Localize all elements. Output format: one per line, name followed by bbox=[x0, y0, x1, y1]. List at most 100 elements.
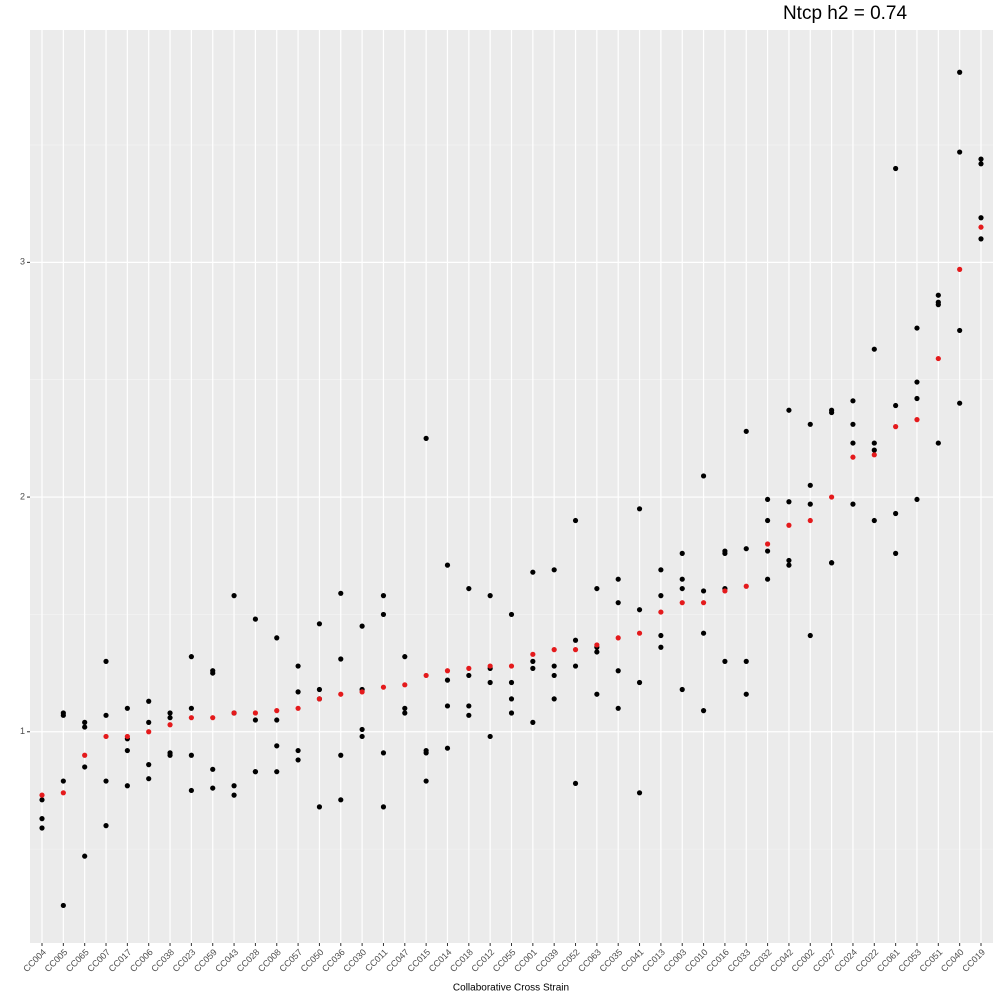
point bbox=[60, 902, 66, 909]
point bbox=[871, 517, 877, 524]
mean-point bbox=[530, 651, 536, 657]
point bbox=[743, 691, 749, 697]
point bbox=[444, 703, 451, 709]
mean-point bbox=[594, 642, 600, 648]
point bbox=[402, 710, 408, 716]
point bbox=[82, 719, 88, 725]
point bbox=[594, 585, 600, 592]
point bbox=[935, 292, 941, 298]
mean-point bbox=[188, 715, 194, 721]
mean-point bbox=[871, 452, 877, 458]
point bbox=[508, 696, 515, 702]
point bbox=[60, 778, 66, 784]
point bbox=[850, 421, 856, 427]
mean-point bbox=[551, 647, 557, 653]
point bbox=[679, 585, 685, 592]
point bbox=[466, 712, 472, 718]
point bbox=[807, 632, 813, 639]
point bbox=[146, 762, 152, 768]
point bbox=[295, 663, 301, 669]
point bbox=[188, 705, 194, 711]
mean-point bbox=[722, 588, 728, 594]
mean-point bbox=[764, 541, 771, 547]
point bbox=[786, 407, 792, 413]
point bbox=[295, 747, 301, 754]
point bbox=[764, 496, 771, 503]
point bbox=[167, 752, 173, 758]
mean-point bbox=[850, 454, 856, 460]
point bbox=[487, 593, 493, 599]
point bbox=[615, 600, 621, 606]
mean-point bbox=[572, 647, 579, 653]
point bbox=[466, 585, 472, 592]
point bbox=[615, 576, 621, 582]
point bbox=[103, 823, 109, 829]
mean-point bbox=[743, 583, 749, 589]
point bbox=[829, 560, 835, 566]
point bbox=[380, 804, 387, 810]
point bbox=[935, 302, 941, 308]
point bbox=[380, 593, 387, 599]
y-tick-label: 3 bbox=[20, 257, 25, 267]
point bbox=[423, 750, 429, 756]
point bbox=[508, 679, 515, 686]
y-tick-label: 1 bbox=[20, 726, 25, 736]
point bbox=[338, 590, 344, 596]
point bbox=[594, 649, 600, 655]
chart-title: Ntcp h2 = 0.74 bbox=[783, 3, 908, 24]
mean-point bbox=[295, 705, 301, 711]
point bbox=[39, 797, 45, 803]
point bbox=[252, 717, 259, 723]
point bbox=[103, 658, 109, 664]
point bbox=[679, 686, 685, 693]
point bbox=[807, 482, 813, 488]
mean-point bbox=[146, 729, 152, 735]
y-tick-label: 2 bbox=[20, 491, 25, 501]
point bbox=[957, 149, 963, 155]
point bbox=[658, 632, 664, 639]
mean-point bbox=[700, 600, 707, 606]
mean-point bbox=[487, 663, 493, 669]
point bbox=[274, 635, 280, 641]
point bbox=[700, 588, 707, 594]
point bbox=[914, 496, 920, 503]
point bbox=[850, 440, 856, 446]
point bbox=[188, 752, 194, 758]
mean-point bbox=[914, 417, 920, 423]
point bbox=[82, 724, 88, 730]
point bbox=[871, 447, 877, 453]
mean-point bbox=[231, 710, 237, 716]
point bbox=[700, 630, 707, 636]
point bbox=[146, 719, 152, 725]
point bbox=[551, 567, 557, 573]
mean-point bbox=[39, 792, 45, 798]
point bbox=[786, 562, 792, 568]
point bbox=[679, 576, 685, 582]
point bbox=[231, 792, 237, 798]
point bbox=[957, 327, 963, 334]
mean-point bbox=[636, 630, 643, 636]
point bbox=[658, 567, 664, 573]
point bbox=[338, 752, 344, 758]
mean-point bbox=[679, 600, 685, 606]
mean-point bbox=[380, 684, 387, 690]
point bbox=[338, 797, 344, 803]
point bbox=[572, 637, 579, 643]
mean-point bbox=[978, 224, 984, 230]
point bbox=[871, 346, 877, 352]
point bbox=[274, 743, 280, 749]
point bbox=[551, 696, 557, 702]
point bbox=[764, 576, 771, 582]
point bbox=[124, 705, 130, 711]
point bbox=[914, 325, 920, 331]
point bbox=[893, 165, 899, 172]
mean-point bbox=[103, 733, 109, 740]
point bbox=[295, 757, 301, 763]
point bbox=[957, 400, 963, 406]
point bbox=[274, 769, 280, 775]
point bbox=[850, 501, 856, 507]
point bbox=[700, 473, 707, 479]
point bbox=[508, 710, 515, 716]
point bbox=[252, 616, 259, 622]
